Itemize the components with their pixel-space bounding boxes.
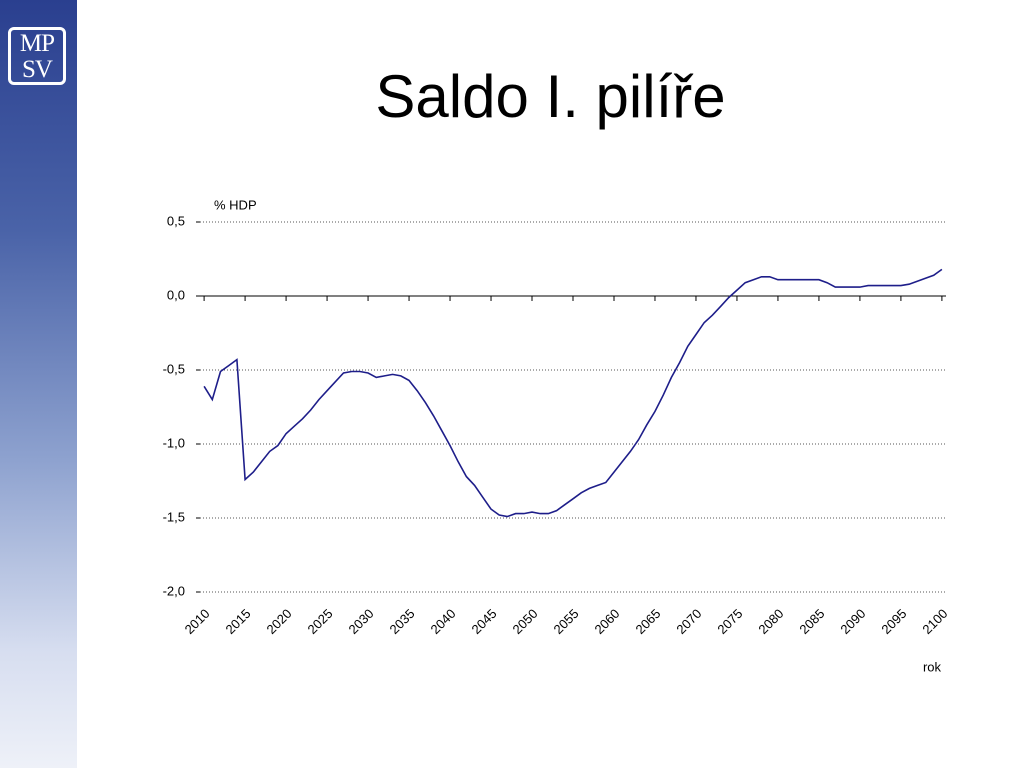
x-tick-label: 2080 <box>755 606 786 637</box>
y-axis-label: % HDP <box>214 197 257 212</box>
x-tick-label: 2095 <box>878 606 909 637</box>
x-tick-label: 2030 <box>346 606 377 637</box>
x-tick-label: 2015 <box>223 606 254 637</box>
y-tick-label: -1,5 <box>163 509 185 524</box>
logo-line: SV <box>22 56 53 83</box>
x-tick-label: 2040 <box>428 606 459 637</box>
y-tick-label: 0,5 <box>167 213 185 228</box>
y-tick-label: -2,0 <box>163 583 185 598</box>
y-tick-label: -1,0 <box>163 435 185 450</box>
logo: MP SV <box>8 27 66 85</box>
x-tick-label: 2055 <box>550 606 581 637</box>
x-tick-label: 2085 <box>796 606 827 637</box>
x-tick-label: 2010 <box>182 606 213 637</box>
sidebar: MP SV <box>0 0 77 768</box>
x-tick-label: 2025 <box>305 606 336 637</box>
x-axis-label: rok <box>923 659 942 674</box>
x-tick-label: 2060 <box>591 606 622 637</box>
x-tick-label: 2090 <box>837 606 868 637</box>
x-tick-label: 2065 <box>632 606 663 637</box>
slide-title: Saldo I. pilíře <box>375 63 726 130</box>
x-tick-label: 2020 <box>264 606 295 637</box>
x-tick-label: 2070 <box>673 606 704 637</box>
y-tick-label: 0,0 <box>167 287 185 302</box>
x-tick-label: 2035 <box>387 606 418 637</box>
data-line <box>203 268 943 518</box>
x-tick-label: 2050 <box>510 606 541 637</box>
x-tick-label: 2075 <box>714 606 745 637</box>
logo-line: MP <box>19 30 55 57</box>
x-tick-label: 2045 <box>469 606 500 637</box>
y-tick-label: -0,5 <box>163 361 185 376</box>
x-tick-label: 2100 <box>919 606 950 637</box>
